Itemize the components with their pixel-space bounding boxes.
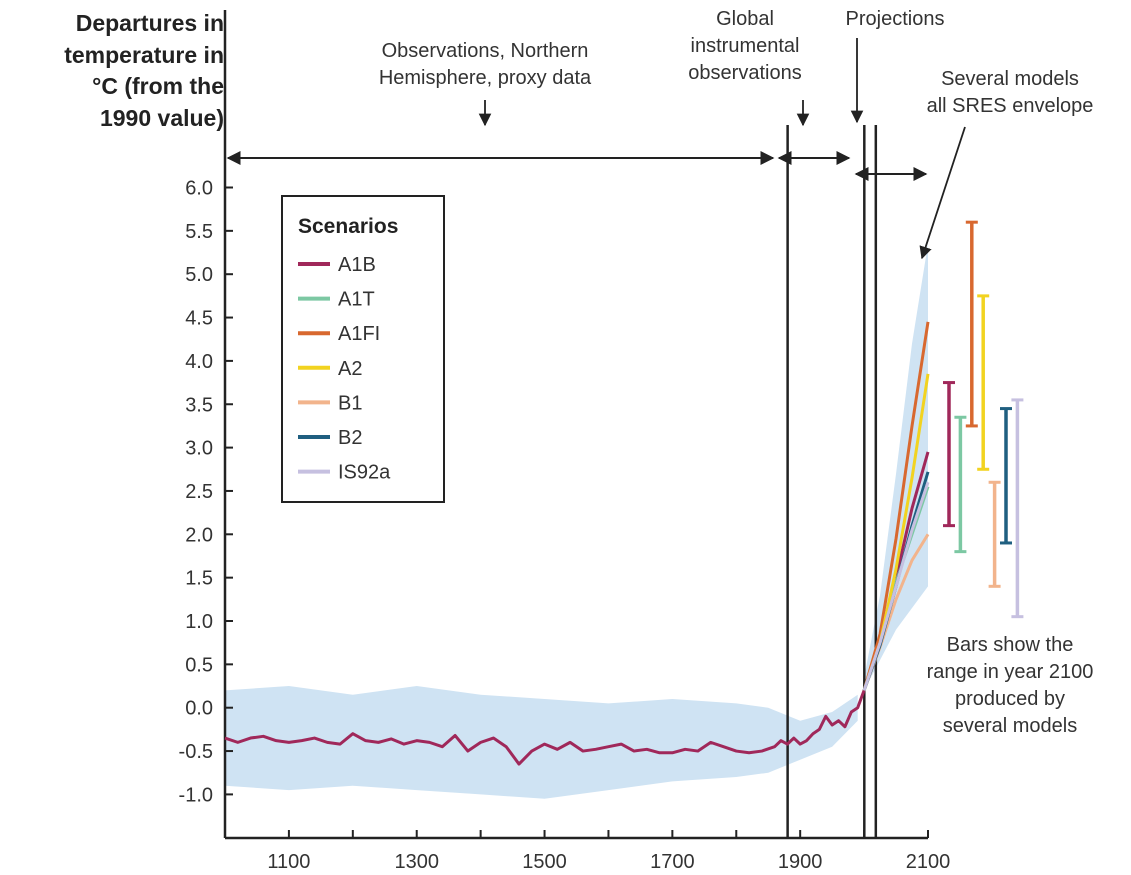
y-axis-label-line: 1990 value): [99, 104, 224, 131]
annotation-line: Global: [716, 8, 774, 30]
annotation-line: all SRES envelope: [926, 95, 1094, 117]
x-tick-label: 1500: [522, 851, 567, 873]
y-tick-label: 1.0: [185, 611, 213, 633]
legend-title: Scenarios: [298, 215, 398, 238]
y-axis-label-line: °C (from the: [92, 73, 224, 99]
y-axis-label-line: temperature in: [64, 41, 224, 68]
y-tick-label: 5.5: [185, 221, 213, 243]
annotation-line: Projections: [845, 8, 945, 30]
annotation-line: several models: [942, 715, 1078, 737]
y-tick-label: 0.0: [185, 698, 213, 720]
y-tick-label: 3.0: [185, 438, 213, 460]
y-tick-label: -1.0: [179, 784, 213, 806]
sres-envelope: [864, 243, 928, 691]
y-tick-label: 4.5: [185, 308, 213, 330]
annotation-line: range in year 2100: [926, 661, 1094, 683]
historical-uncertainty-band: [225, 686, 858, 799]
annotation-line: Hemisphere, proxy data: [378, 67, 592, 89]
x-tick-label: 1300: [394, 851, 439, 873]
x-tick-label: 2100: [906, 851, 951, 873]
y-tick-label: 3.5: [185, 394, 213, 416]
legend-entry-b1: B1: [338, 392, 362, 414]
y-tick-label: -0.5: [179, 741, 213, 763]
legend-entry-a1b: A1B: [338, 254, 376, 276]
y-tick-label: 1.5: [185, 568, 213, 590]
projections-annotation: Projections: [820, 6, 970, 33]
annotation-line: Observations, Northern: [381, 40, 589, 62]
legend-entry-a1fi: A1FI: [338, 323, 380, 345]
y-tick-label: 0.5: [185, 654, 213, 676]
annotation-line: instrumental: [690, 35, 800, 57]
y-tick-label: 4.0: [185, 351, 213, 373]
annotation-line: Bars show the: [946, 634, 1074, 656]
historical-temperature-line: [224, 689, 866, 766]
bars-annotation: Bars show the range in year 2100 produce…: [895, 632, 1125, 740]
x-tick-label: 1900: [778, 851, 823, 873]
x-tick-label: 1100: [267, 851, 310, 873]
legend-entry-b2: B2: [338, 427, 362, 449]
envelope-pointer-arrow: [919, 126, 966, 260]
projection-line-is92a: [862, 481, 930, 691]
y-axis-label-line: Departures in: [75, 10, 224, 36]
legend-entry-a2: A2: [338, 358, 362, 380]
y-axis-label: Departures in temperature in °C (from th…: [4, 8, 224, 134]
y-tick-label: 5.0: [185, 264, 213, 286]
x-tick-label: 1700: [650, 851, 695, 873]
proxy-annotation: Observations, Northern Hemisphere, proxy…: [340, 38, 630, 92]
annotation-line: observations: [688, 62, 802, 84]
legend-entry-is92a: IS92a: [338, 462, 391, 484]
legend-box: [281, 195, 445, 503]
legend-entry-a1t: A1T: [338, 289, 375, 311]
envelope-annotation: Several models all SRES envelope: [900, 66, 1120, 120]
annotation-line: produced by: [954, 688, 1066, 710]
instrumental-annotation: Global instrumental observations: [660, 6, 830, 87]
y-tick-label: 2.5: [185, 481, 213, 503]
annotation-line: Several models: [941, 68, 1079, 90]
y-tick-label: 2.0: [185, 524, 213, 546]
y-tick-label: 6.0: [185, 178, 213, 200]
projection-line-a1fi: [862, 321, 930, 691]
